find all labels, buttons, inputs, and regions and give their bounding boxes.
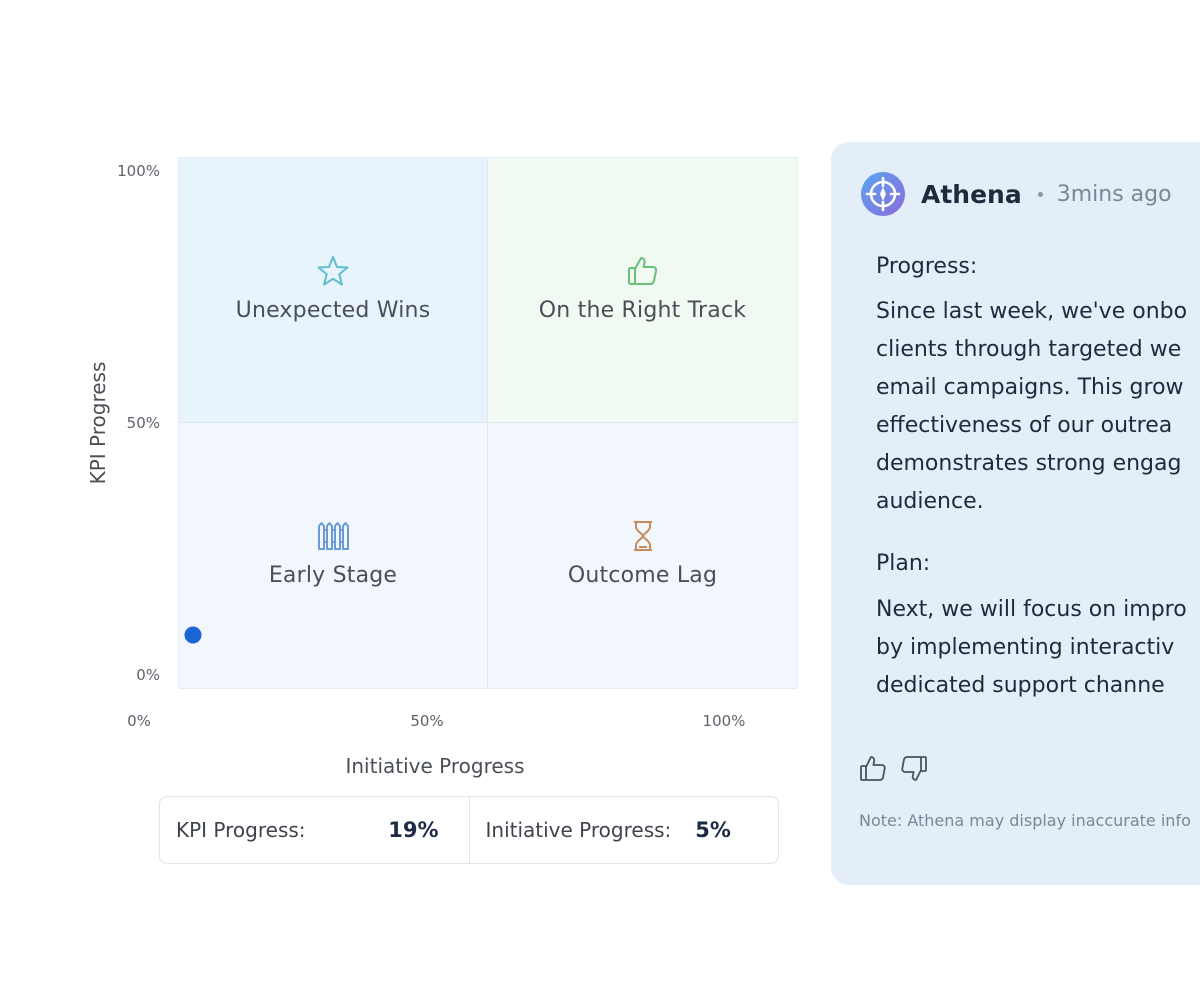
y-axis-title: KPI Progress xyxy=(86,361,110,485)
progress-summary: KPI Progress: 19% Initiative Progress: 5… xyxy=(159,796,779,864)
progress-line: email campaigns. This grow xyxy=(876,375,1184,400)
thumbs-down-icon[interactable] xyxy=(899,754,929,784)
quadrant-label-on-the-right-track: On the Right Track xyxy=(538,298,747,323)
kpi-progress-value: 19% xyxy=(388,818,439,842)
plan-section-title: Plan: xyxy=(876,551,931,576)
assistant-name: Athena xyxy=(921,179,1022,209)
quadrant-early-stage: Early Stage xyxy=(179,423,488,688)
quadrant-on-the-right-track: On the Right Track xyxy=(488,158,797,423)
feedback-buttons xyxy=(859,754,929,784)
compass-icon xyxy=(861,172,905,216)
x-tick-100: 100% xyxy=(702,712,746,730)
progress-section-title: Progress: xyxy=(876,254,978,279)
progress-line: demonstrates strong engag xyxy=(876,451,1182,476)
message-timestamp: 3mins ago xyxy=(1056,181,1172,207)
progress-line: Since last week, we've onbo xyxy=(876,299,1188,324)
initiative-progress-cell: Initiative Progress: 5% xyxy=(468,797,779,863)
y-tick-50: 50% xyxy=(126,414,160,432)
initiative-progress-label: Initiative Progress: xyxy=(485,818,672,842)
x-tick-0: 0% xyxy=(127,712,151,730)
progress-data-point[interactable] xyxy=(184,626,202,644)
plan-line: dedicated support channe xyxy=(876,673,1165,698)
athena-insight-panel: Athena 3mins ago Progress: Since last we… xyxy=(831,142,1200,885)
quadrant-label-early-stage: Early Stage xyxy=(268,563,398,588)
quadrant-outcome-lag: Outcome Lag xyxy=(488,423,797,688)
progress-matrix: Unexpected Wins On the Right Track Early… xyxy=(178,157,798,689)
progress-line: audience. xyxy=(876,489,984,514)
kpi-progress-label: KPI Progress: xyxy=(176,818,306,842)
y-tick-100: 100% xyxy=(117,162,160,180)
thumbs-up-icon[interactable] xyxy=(859,754,889,784)
progress-section-body: Since last week, we've onbo clients thro… xyxy=(876,293,1200,521)
plan-line: Next, we will focus on impro xyxy=(876,597,1187,622)
progress-line: effectiveness of our outrea xyxy=(876,413,1173,438)
panel-header: Athena 3mins ago xyxy=(861,172,1172,216)
hourglass-icon xyxy=(633,521,652,551)
separator-dot xyxy=(1037,191,1043,197)
star-icon xyxy=(317,256,349,286)
kpi-progress-cell: KPI Progress: 19% xyxy=(160,797,469,863)
x-axis-title: Initiative Progress xyxy=(345,754,525,778)
quadrant-unexpected-wins: Unexpected Wins xyxy=(179,158,488,423)
quadrant-label-outcome-lag: Outcome Lag xyxy=(567,563,718,588)
initiative-progress-value: 5% xyxy=(695,818,731,842)
progress-line: clients through targeted we xyxy=(876,337,1182,362)
plan-line: by implementing interactiv xyxy=(876,635,1175,660)
plan-section-body: Next, we will focus on impro by implemen… xyxy=(876,591,1200,705)
fence-icon xyxy=(318,522,349,550)
y-tick-0: 0% xyxy=(136,666,160,684)
disclaimer-note: Note: Athena may display inaccurate info xyxy=(859,811,1191,830)
quadrant-label-unexpected-wins: Unexpected Wins xyxy=(235,298,431,323)
thumbs-up-icon xyxy=(627,257,657,285)
x-tick-50: 50% xyxy=(410,712,444,730)
